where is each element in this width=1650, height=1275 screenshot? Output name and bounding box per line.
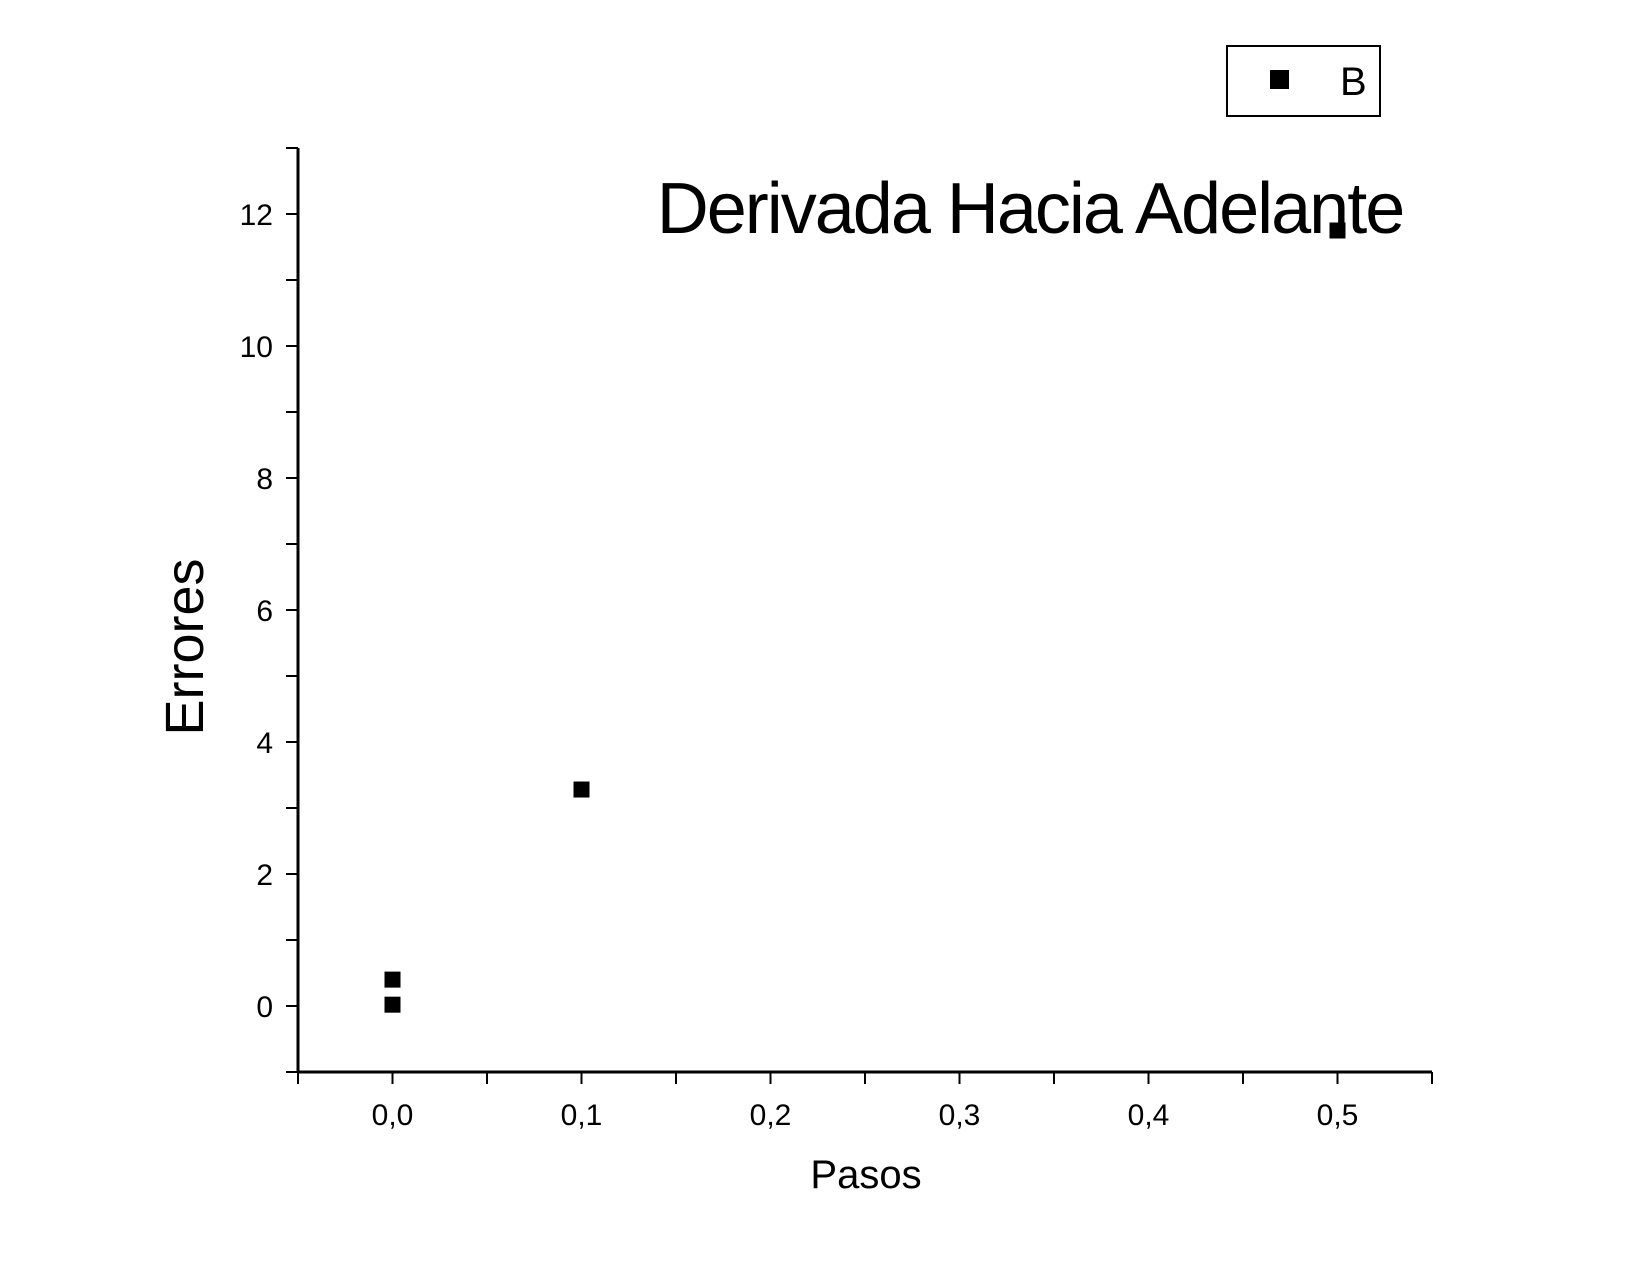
y-tick-label: 4	[256, 727, 273, 760]
data-point	[384, 996, 401, 1013]
legend-label: B	[1340, 60, 1367, 104]
legend-marker-square-icon	[1270, 70, 1289, 89]
y-tick-label: 8	[256, 463, 273, 496]
axes	[296, 148, 1432, 1074]
x-tick-label: 0,2	[750, 1099, 792, 1132]
data-point	[573, 781, 590, 798]
data-point	[1329, 222, 1346, 239]
legend: B	[1226, 45, 1381, 117]
x-axis-ticks: 0,0 0,1 0,2 0,3 0,4 0,5	[297, 1072, 1433, 1132]
x-tick-label: 0,1	[561, 1099, 603, 1132]
y-tick-label: 6	[256, 595, 273, 628]
data-point	[384, 971, 401, 988]
y-tick-label: 10	[240, 331, 273, 364]
y-axis-title: Errores	[155, 558, 215, 735]
x-tick-label: 0,0	[372, 1099, 414, 1132]
x-tick-label: 0,5	[1317, 1099, 1359, 1132]
y-axis-ticks: 0 2 4 6 8 10 12	[240, 147, 298, 1073]
y-tick-label: 2	[256, 859, 273, 892]
x-tick-label: 0,4	[1128, 1099, 1170, 1132]
x-tick-label: 0,3	[939, 1099, 981, 1132]
y-tick-label: 0	[256, 991, 273, 1024]
data-points	[384, 222, 1346, 1013]
x-axis-title: Pasos	[810, 1153, 921, 1197]
legend-box	[1226, 45, 1381, 117]
y-tick-label: 12	[240, 199, 273, 232]
chart-title: Derivada Hacia Adelante	[657, 169, 1404, 249]
